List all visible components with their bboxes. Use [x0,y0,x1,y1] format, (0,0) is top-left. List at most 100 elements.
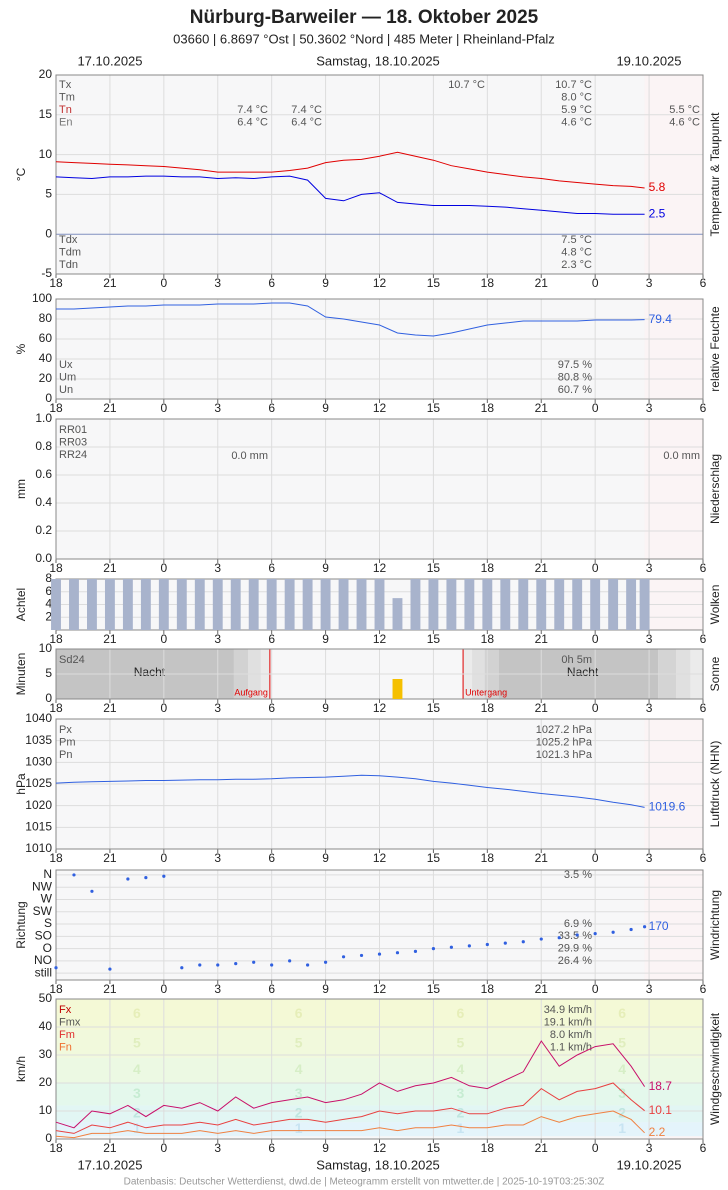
x-tick-label: 21 [535,1141,549,1155]
y-tick-label: 0.0 [35,551,52,565]
y-tick-label: 10 [39,641,53,655]
x-tick-label: 15 [427,632,441,646]
note: 97.5 % [558,359,592,371]
y-tick-label: 4 [45,597,52,611]
point [270,963,274,967]
x-tick-label: 3 [646,982,653,996]
note: 6.4 °C [237,116,268,128]
note: 6.4 °C [291,116,322,128]
y-tick-label: 6 [45,584,52,598]
y-tick-label: 5 [45,666,52,680]
bar [500,579,511,630]
x-tick-label: 3 [214,851,221,865]
note: RR03 [59,436,87,448]
x-tick-label: 0 [592,276,599,290]
x-tick-label: 21 [535,561,549,575]
x-tick-label: 21 [535,851,549,865]
side-label: Temperatur & Taupunkt [708,112,722,237]
x-tick-label: 9 [322,1141,329,1155]
x-tick-label: 6 [268,401,275,415]
bar [284,579,295,630]
bar [374,579,385,630]
panel: 18 21 0 3 6 9 12 15 18 21 0 3 6 1010 1015 1020 1025 1030 1… [14,711,722,865]
y-axis-label: km/h [14,1056,28,1082]
x-tick-label: 12 [373,701,387,715]
x-tick-label: 6 [700,1141,707,1155]
point [306,963,310,967]
y-tick-label: -5 [41,266,52,280]
x-tick-label: 6 [700,276,707,290]
x-tick-label: 21 [535,401,549,415]
note: RR24 [59,449,87,461]
x-tick-label: 3 [646,561,653,575]
beaufort-label: 1 [133,1120,141,1136]
x-tick-label: 0 [160,982,167,996]
y-tick-label: 30 [39,1047,53,1061]
x-tick-label: 3 [214,1141,221,1155]
x-tick-label: 18 [49,982,63,996]
note: Fx [59,1004,72,1016]
side-label: Niederschlag [708,454,722,524]
bar [464,579,475,630]
y-tick-label: 1020 [25,798,52,812]
note: 0.0 mm [231,450,268,462]
x-tick-label: 21 [103,401,117,415]
x-tick-label: 0 [592,701,599,715]
title: Nürburg-Barweiler — 18. Oktober 2025 [190,7,539,28]
y-tick-label: 0 [45,391,52,405]
x-tick-label: 15 [427,1141,441,1155]
note: Tn [59,104,72,116]
note: 2.3 °C [561,259,592,271]
note: 1025.2 hPa [536,736,593,748]
x-tick-label: 0 [592,561,599,575]
x-tick-label: 18 [49,851,63,865]
point [395,951,400,955]
x-tick-label: 18 [481,632,495,646]
note: 5.5 °C [669,104,700,116]
y-tick-label: SO [35,928,52,942]
note: 26.4 % [558,955,592,967]
x-tick-label: 6 [700,982,707,996]
x-tick-label: 12 [373,851,387,865]
note: Tdn [59,259,78,271]
x-tick-label: 21 [103,982,117,996]
x-tick-label: 0 [160,1141,167,1155]
beaufort-label: 1 [456,1120,464,1136]
x-tick-label: 0 [160,851,167,865]
x-tick-label: 18 [481,276,495,290]
y-tick-label: 2 [45,609,52,623]
bar [482,579,493,630]
point [108,967,112,971]
note: 60.7 % [558,384,592,396]
note: 34.9 km/h [544,1004,592,1016]
y-tick-label: 0.2 [35,523,52,537]
beaufort-label: 6 [133,1005,141,1021]
future-area [644,75,703,274]
beaufort-label: 5 [456,1035,464,1051]
note: Sd24 [59,654,85,666]
side-label: Luftdruck (NHN) [708,741,722,828]
bar [446,579,457,630]
x-tick-label: 21 [103,1141,117,1155]
note: 7.5 °C [561,234,592,246]
end-label: 2.2 [649,1125,666,1139]
x-tick-label: 18 [49,276,63,290]
y-axis-label: % [14,343,28,354]
note: 10.7 °C [448,79,485,91]
note: Ux [59,359,73,371]
note: 10.7 °C [555,79,592,91]
night-label: Nacht [134,665,166,679]
note: 19.1 km/h [544,1016,592,1028]
point [575,933,579,937]
beaufort-label: 3 [456,1085,464,1101]
bar [356,579,367,630]
point [449,945,453,949]
note: 8.0 km/h [550,1029,592,1041]
bar [590,579,601,630]
x-tick-label: 12 [373,1141,387,1155]
x-tick-label: 3 [214,632,221,646]
point [90,889,94,893]
beaufort-label: 5 [618,1035,626,1051]
x-tick-label: 0 [160,632,167,646]
